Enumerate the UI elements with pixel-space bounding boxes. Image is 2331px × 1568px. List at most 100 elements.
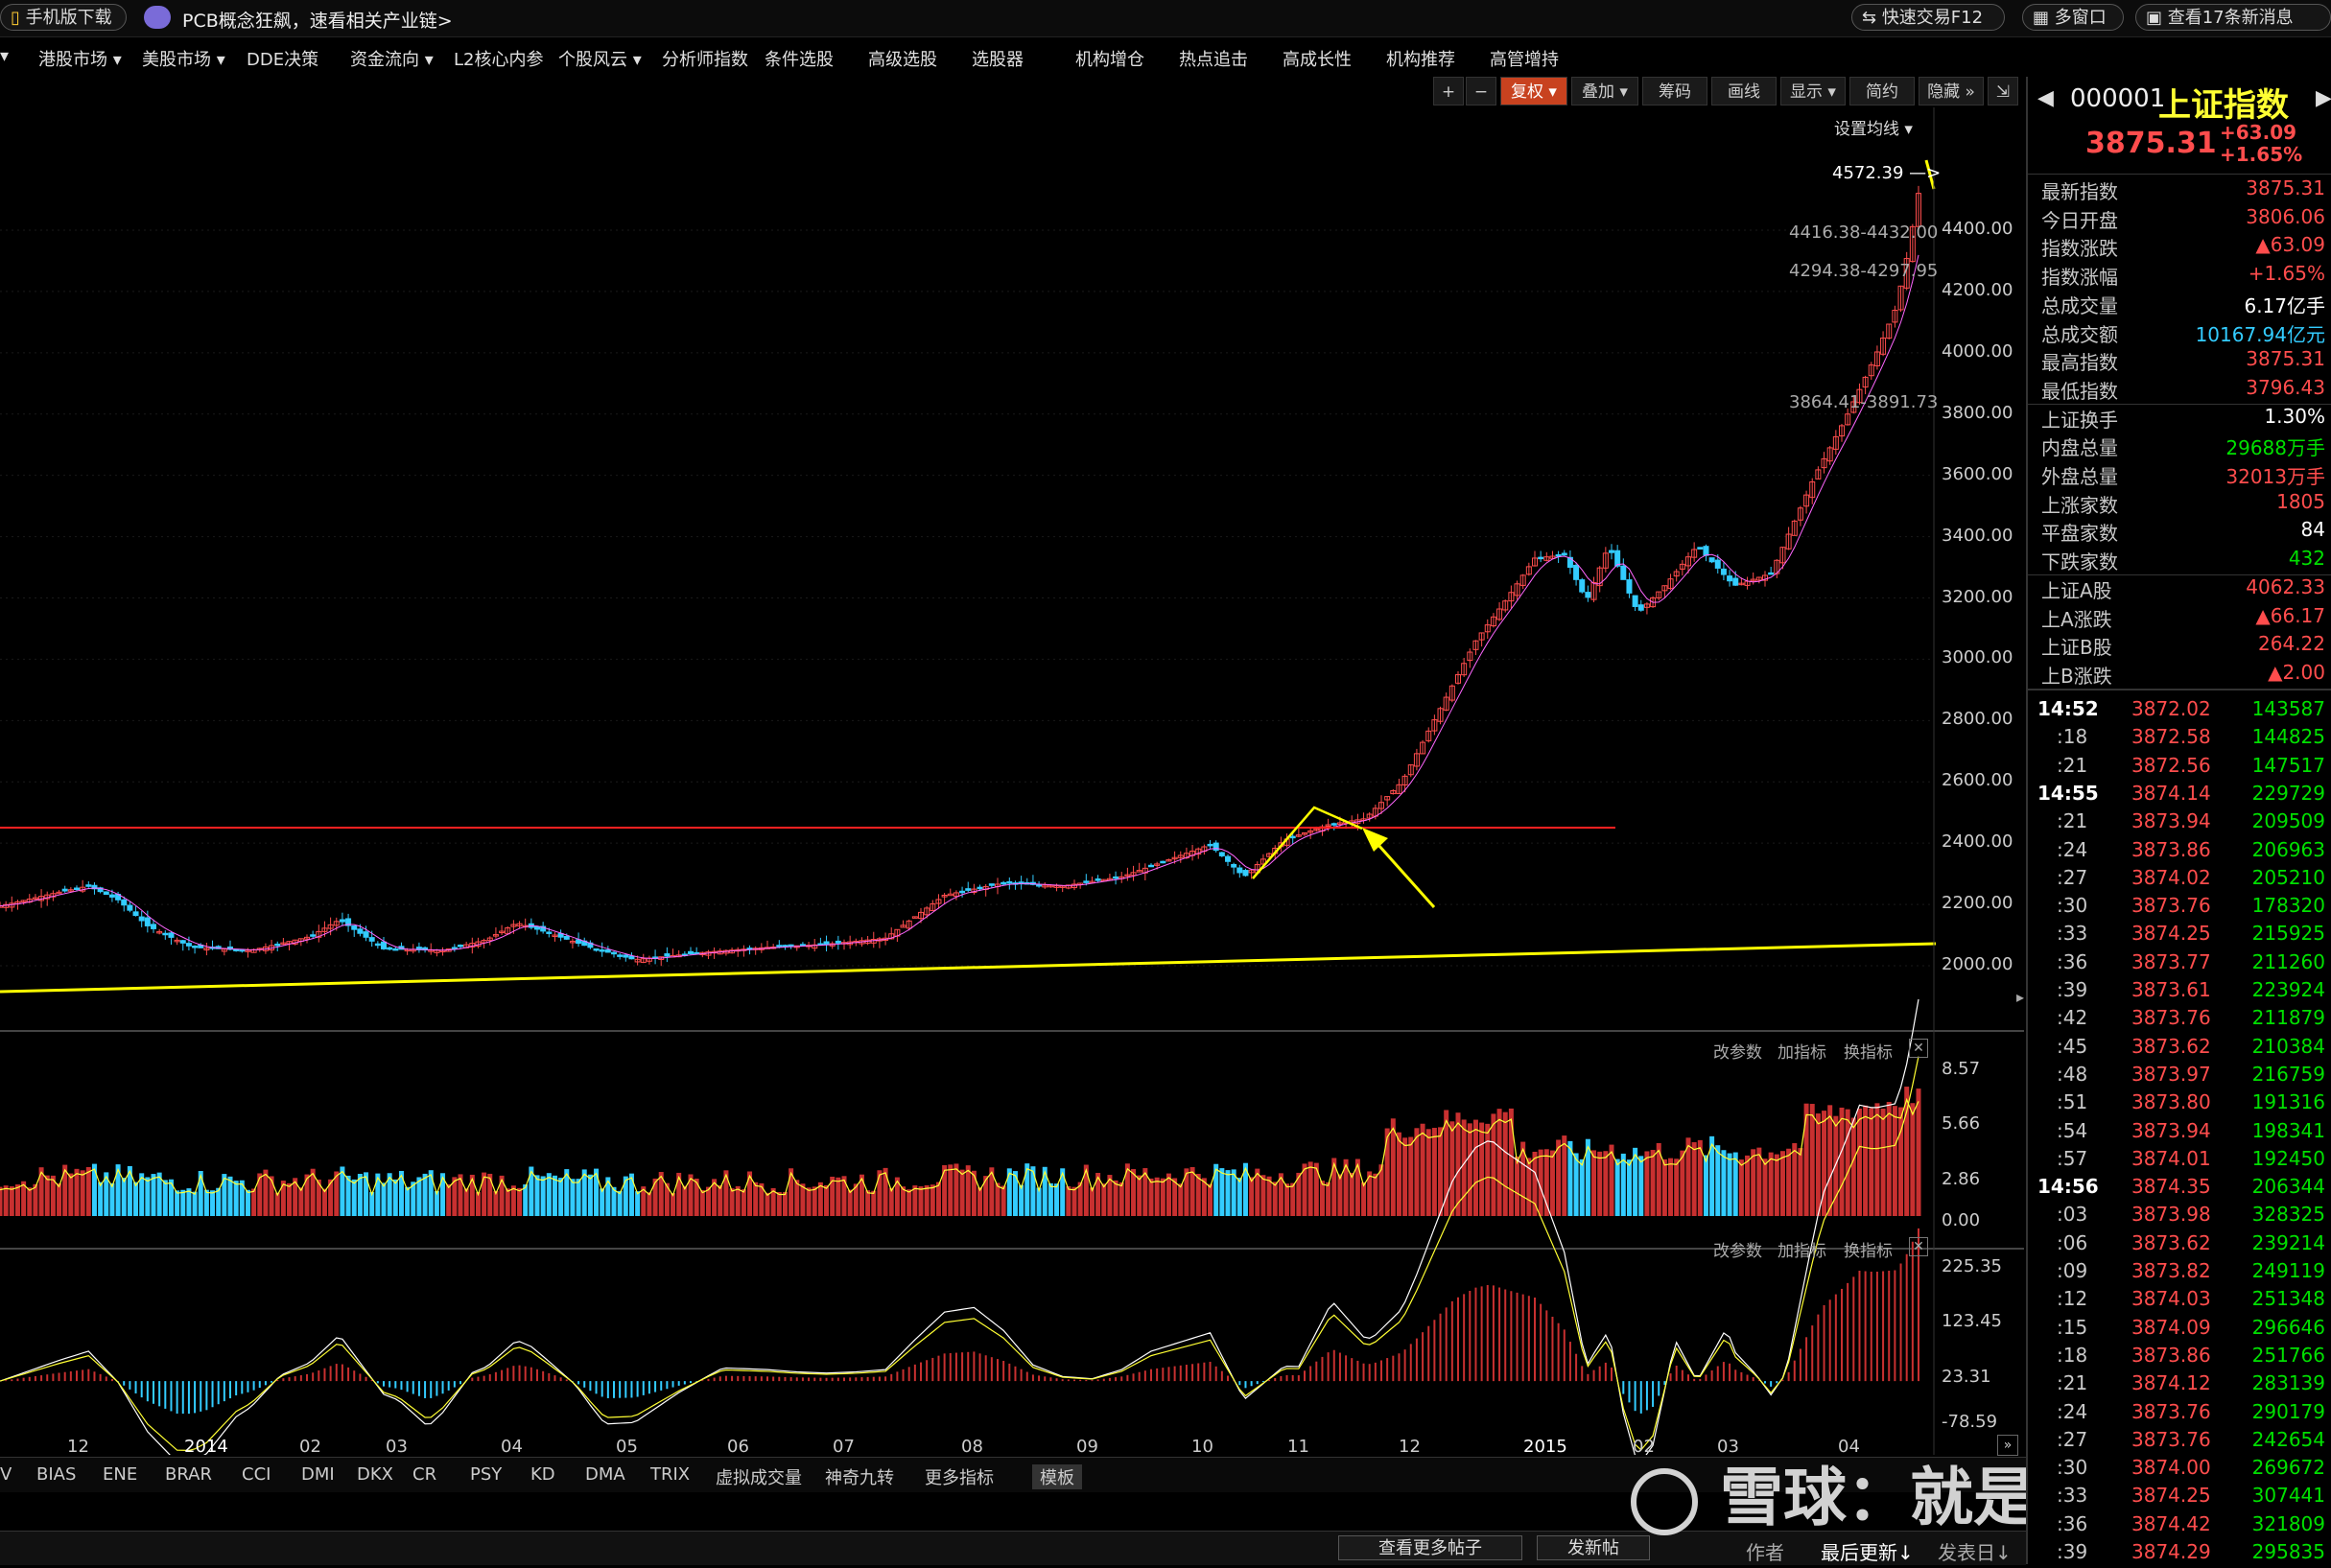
volume-tick: 0.00 xyxy=(1942,1210,1981,1230)
bell-icon: ▣ xyxy=(2146,8,2168,28)
macd-add-button[interactable]: 加指标 xyxy=(1778,1242,1826,1261)
indicator-tab[interactable]: 虚拟成交量 xyxy=(716,1468,802,1488)
quote-row: 上A涨跌 ▲66.17 xyxy=(2028,604,2331,632)
volume-bar xyxy=(1644,1151,1650,1216)
last-update-column[interactable]: 最后更新↓ xyxy=(1821,1541,1914,1564)
zoom-out-button[interactable]: − xyxy=(1466,77,1496,105)
volume-bar xyxy=(1260,1175,1266,1216)
indicator-tab[interactable]: V xyxy=(0,1464,12,1485)
indicator-tab[interactable]: DKX xyxy=(357,1464,393,1485)
breakout-trace[interactable] xyxy=(1252,806,1363,879)
indicator-tab[interactable]: 模板 xyxy=(1032,1464,1082,1489)
volume-close-icon[interactable]: ✕ xyxy=(1909,1039,1928,1058)
candle-body xyxy=(911,916,918,919)
kline-chart[interactable] xyxy=(0,107,2024,1455)
candle-body xyxy=(1903,258,1910,289)
display-button[interactable]: 显示 ▾ xyxy=(1780,77,1846,105)
macd-param-button[interactable]: 改参数 xyxy=(1713,1242,1762,1261)
post-date-column[interactable]: 发表日↓ xyxy=(1938,1541,2012,1564)
candle-body xyxy=(906,920,912,929)
indicator-tab[interactable]: BRAR xyxy=(165,1464,212,1485)
chips-button[interactable]: 筹码 xyxy=(1642,77,1707,105)
expand-icon[interactable]: ⇲ xyxy=(1988,77,2018,105)
menu-stock-picker[interactable]: 选股器 xyxy=(972,50,1024,70)
menu-condition-select[interactable]: 条件选股 xyxy=(765,50,834,70)
indicator-tab[interactable]: TRIX xyxy=(650,1464,691,1485)
indicator-tab[interactable]: BIAS xyxy=(36,1464,77,1485)
tick-time: :57 xyxy=(2057,1146,2088,1170)
promo-link[interactable]: PCB概念狂飙，速看相关产业链> xyxy=(182,11,453,32)
indicator-tab[interactable]: KD xyxy=(530,1464,555,1485)
tick-row: :30 3873.76 178320 xyxy=(2028,894,2331,922)
menu-us[interactable]: 美股市场 ▾ xyxy=(142,50,225,70)
volume-bar xyxy=(434,1191,439,1216)
menu-analyst-index[interactable]: 分析师指数 xyxy=(662,50,748,70)
volume-bar xyxy=(540,1176,546,1216)
quote-value: 4062.33 xyxy=(2246,574,2325,598)
prev-stock-icon[interactable]: ◀ xyxy=(2037,86,2054,110)
more-posts-button[interactable]: 查看更多帖子 xyxy=(1338,1535,1522,1560)
indicator-tab[interactable]: DMA xyxy=(585,1464,625,1485)
menu-high-growth[interactable]: 高成长性 xyxy=(1283,50,1352,70)
indicator-tab[interactable]: ENE xyxy=(103,1464,138,1485)
candle-body xyxy=(203,948,210,951)
quick-trade-button[interactable]: ⇆ 快速交易F12 xyxy=(1851,4,2005,31)
candle-body xyxy=(1821,457,1827,469)
candle-body xyxy=(138,916,145,922)
new-post-button[interactable]: 发新帖 xyxy=(1537,1535,1650,1560)
volume-bar xyxy=(1326,1182,1331,1216)
multi-window-button[interactable]: ▦ 多窗口 xyxy=(2022,4,2124,31)
volume-switch-button[interactable]: 换指标 xyxy=(1844,1043,1893,1063)
volume-bar xyxy=(381,1182,387,1216)
volume-param-button[interactable]: 改参数 xyxy=(1713,1043,1762,1063)
menu-advanced-select[interactable]: 高级选股 xyxy=(868,50,937,70)
menu-inst-increase[interactable]: 机构增仓 xyxy=(1075,50,1144,70)
indicator-tab[interactable]: DMI xyxy=(301,1464,335,1485)
volume-bar xyxy=(1160,1178,1166,1216)
menu-hk[interactable]: 港股市场 ▾ xyxy=(38,50,122,70)
menu-stock-news[interactable]: 个股风云 ▾ xyxy=(558,50,642,70)
volume-bar xyxy=(901,1186,906,1216)
volume-bar xyxy=(398,1170,404,1216)
menu-dde[interactable]: DDE决策 xyxy=(247,50,319,70)
candle-body xyxy=(1892,310,1898,323)
menu-collapsed[interactable]: ▾ xyxy=(0,46,10,66)
indicator-tab[interactable]: CR xyxy=(412,1464,437,1485)
menu-hotspot[interactable]: 热点追击 xyxy=(1179,50,1248,70)
zoom-in-button[interactable]: + xyxy=(1433,77,1464,105)
indicator-tab[interactable]: 神奇九转 xyxy=(825,1468,894,1488)
volume-bar xyxy=(175,1190,180,1216)
menu-capital-flow[interactable]: 资金流向 ▾ xyxy=(350,50,434,70)
menu-exec-increase[interactable]: 高管增持 xyxy=(1490,50,1559,70)
candle-body xyxy=(451,947,458,949)
menu-inst-recommend[interactable]: 机构推荐 xyxy=(1386,50,1455,70)
candle-body xyxy=(363,931,369,938)
menu-l2[interactable]: L2核心内参 xyxy=(454,50,544,70)
news-button[interactable]: ▣ 查看17条新消息 xyxy=(2135,4,2331,31)
macd-close-icon[interactable]: ✕ xyxy=(1909,1237,1928,1256)
candle-body xyxy=(345,918,352,926)
collapse-panel-icon[interactable]: ▸ xyxy=(2016,988,2025,1006)
volume-bar xyxy=(1225,1170,1231,1216)
ma-setting-button[interactable]: 设置均线 ▾ xyxy=(1834,120,1913,139)
macd-switch-button[interactable]: 换指标 xyxy=(1844,1242,1893,1261)
candle-body xyxy=(280,942,287,946)
tick-price: 3873.77 xyxy=(2131,949,2211,973)
hide-button[interactable]: 隐藏 » xyxy=(1919,77,1984,105)
scroll-right-icon[interactable]: » xyxy=(1997,1435,2018,1456)
fuquan-button[interactable]: 复权 ▾ xyxy=(1500,77,1567,105)
volume-add-button[interactable]: 加指标 xyxy=(1778,1043,1826,1063)
simple-button[interactable]: 简约 xyxy=(1849,77,1915,105)
support-trendline[interactable] xyxy=(0,942,1937,994)
next-stock-icon[interactable]: ▶ xyxy=(2316,86,2331,110)
indicator-tab[interactable]: CCI xyxy=(242,1464,271,1485)
author-column[interactable]: 作者 xyxy=(1746,1541,1784,1564)
overlay-button[interactable]: 叠加 ▾ xyxy=(1571,77,1638,105)
indicator-tab[interactable]: PSY xyxy=(470,1464,503,1485)
draw-line-button[interactable]: 画线 xyxy=(1711,77,1777,105)
volume-bar xyxy=(623,1176,628,1216)
indicator-tab[interactable]: 更多指标 xyxy=(925,1468,994,1488)
tick-price: 3874.01 xyxy=(2131,1146,2211,1170)
tick-row: :30 3874.00 269672 xyxy=(2028,1456,2331,1484)
mobile-download-button[interactable]: ▯ 手机版下载 xyxy=(0,4,127,31)
